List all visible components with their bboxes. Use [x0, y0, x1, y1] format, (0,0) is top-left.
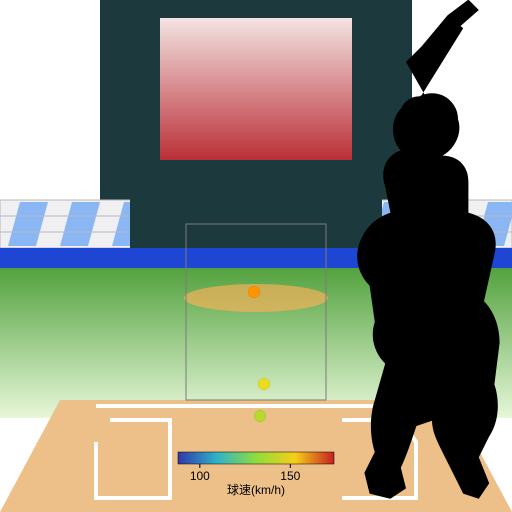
legend-tick-label: 150	[280, 469, 300, 483]
pitch-location-diagram: 100 150球速(km/h)	[0, 0, 512, 512]
legend-caption: 球速(km/h)	[227, 483, 285, 497]
pitch-3	[254, 410, 266, 422]
pitch-2	[258, 378, 270, 390]
scoreboard-screen	[160, 18, 352, 160]
pitch-1	[248, 286, 260, 298]
legend-tick-label: 100	[190, 469, 210, 483]
scoreboard	[100, 0, 412, 200]
